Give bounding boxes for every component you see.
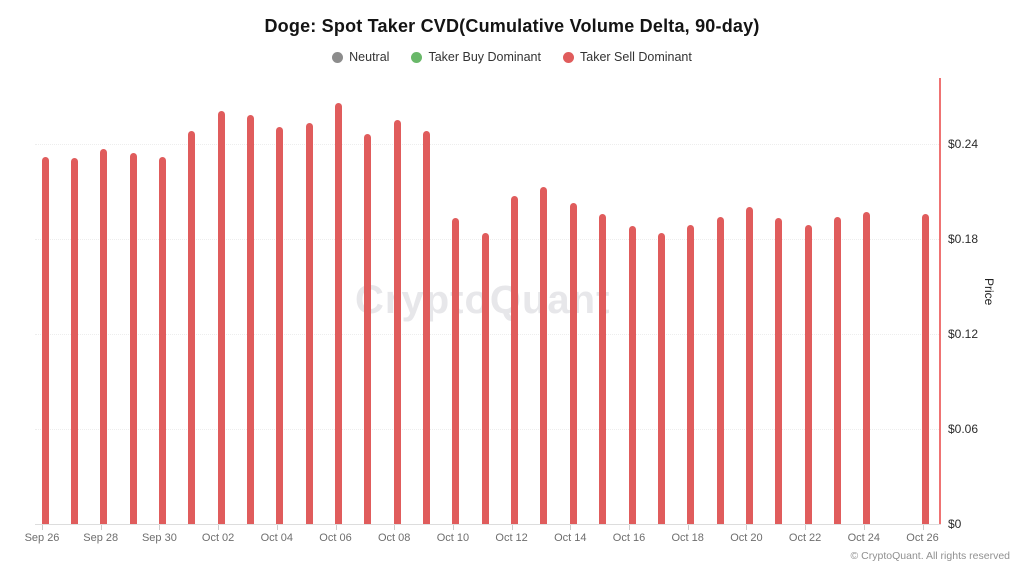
bar-oct-04[interactable] [276,127,284,524]
bar-oct-20[interactable] [745,207,753,524]
x-tick-label: Oct 02 [201,532,235,544]
x-tick-label: Sep 28 [83,532,119,544]
x-tick-label: Oct 08 [377,532,411,544]
right-axis-line [939,78,941,524]
y-tick-label: $0.06 [948,422,979,436]
x-axis-tick [805,525,807,530]
plot-area[interactable] [35,78,941,524]
bar-oct-02[interactable] [217,111,225,524]
bar-oct-23[interactable] [833,217,841,524]
bar-oct-09[interactable] [423,131,431,524]
legend-label: Taker Buy Dominant [428,50,541,64]
y-tick-label: $0.12 [948,327,979,341]
bar-oct-05[interactable] [305,123,313,524]
y-tick-label: $0.24 [948,137,979,151]
bar-oct-19[interactable] [716,217,724,524]
bar-oct-26[interactable] [922,214,929,524]
bar-oct-06[interactable] [335,103,342,524]
legend-label: Neutral [349,50,390,64]
x-tick-label: Oct 18 [671,532,704,544]
x-tick-label: Oct 14 [554,532,587,544]
x-axis-tick [218,525,220,530]
legend: Neutral Taker Buy Dominant Taker Sell Domi… [0,50,1024,64]
x-tick-label: Oct 22 [788,532,822,544]
bar-oct-15[interactable] [599,214,607,524]
bar-oct-24[interactable] [863,212,871,524]
x-tick-label: Oct 04 [260,532,293,544]
legend-label: Taker Sell Dominant [580,50,692,64]
x-tick-label: Oct 20 [730,532,763,544]
x-axis-tick [335,525,337,530]
bar-oct-08[interactable] [393,120,401,524]
x-tick-label: Oct 26 [906,532,939,544]
x-tick-label: Oct 12 [495,532,528,544]
x-axis-line [35,524,941,525]
bar-sep-29[interactable] [129,153,137,524]
copyright-footer: © CryptoQuant. All rights reserved [850,550,1010,562]
x-tick-label: Sep 26 [24,532,60,544]
x-tick-label: Oct 06 [319,532,352,544]
bar-oct-14[interactable] [569,203,577,524]
bar-sep-26[interactable] [41,157,49,524]
bar-oct-18[interactable] [687,225,695,524]
bar-oct-12[interactable] [511,196,519,524]
x-axis-tick [276,525,278,530]
x-axis-tick [394,525,396,530]
x-tick-label: Oct 16 [612,532,646,544]
bar-oct-01[interactable] [188,131,196,524]
legend-item-neutral[interactable]: Neutral [332,50,389,64]
x-axis-tick [42,525,43,530]
x-axis-tick [863,525,865,530]
x-axis-tick [511,525,513,530]
legend-item-taker-buy-dominant[interactable]: Taker Buy Dominant [411,50,541,64]
bar-oct-10[interactable] [452,218,460,524]
x-axis-tick [922,525,924,530]
x-tick-label: Oct 10 [436,532,470,544]
x-axis-tick [100,525,102,530]
x-axis-tick [629,525,630,530]
legend-dot-icon [332,51,344,63]
y-tick-label: $0 [948,517,962,531]
bar-oct-13[interactable] [540,187,548,524]
bar-sep-27[interactable] [70,158,78,524]
x-tick-label: Sep 30 [141,532,177,544]
gridline [35,144,941,145]
bar-oct-17[interactable] [657,233,665,524]
bar-oct-21[interactable] [775,218,783,524]
bar-oct-16[interactable] [628,226,636,524]
legend-item-taker-sell-dominant[interactable]: Taker Sell Dominant [563,50,692,64]
bar-oct-07[interactable] [364,134,372,524]
chart-title: Doge: Spot Taker CVD(Cumulative Volume D… [264,16,760,36]
y-axis-title: Price [982,278,996,306]
x-axis-tick [746,525,748,530]
x-axis-tick [687,525,689,530]
x-axis-tick [159,525,161,530]
x-axis-tick [452,525,454,530]
bar-oct-22[interactable] [804,225,812,524]
bar-sep-28[interactable] [100,149,108,524]
y-tick-label: $0.18 [948,232,979,246]
x-axis-tick [570,525,572,530]
x-tick-label: Oct 24 [847,532,880,544]
bar-oct-11[interactable] [481,233,489,524]
bar-oct-03[interactable] [246,115,254,524]
legend-dot-icon [411,51,423,63]
bar-sep-30[interactable] [158,157,166,524]
legend-dot-icon [563,51,574,63]
